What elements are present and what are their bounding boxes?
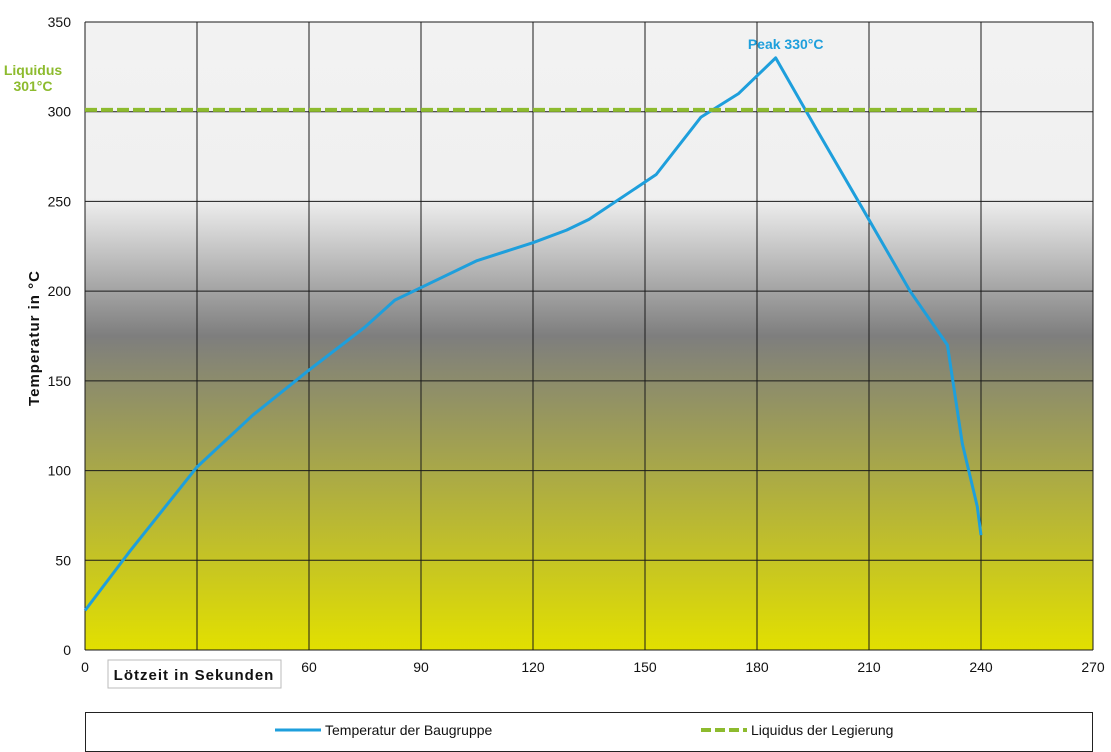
x-tick-label: 150 [633, 659, 657, 675]
y-tick-label: 200 [48, 283, 72, 299]
y-tick-label: 100 [48, 463, 72, 479]
legend-item-temperature: Temperatur der Baugruppe [275, 722, 492, 738]
liquidus-annotation: Liquidus [4, 62, 63, 78]
legend-label-liquidus: Liquidus der Legierung [751, 722, 894, 738]
plot-background [85, 22, 1093, 650]
y-tick-label: 350 [48, 14, 72, 30]
legend: Temperatur der Baugruppe Liquidus der Le… [85, 712, 1093, 752]
y-axis-ticks: 0 50 100 150 200 250 300 350 [48, 14, 72, 658]
y-tick-label: 150 [48, 373, 72, 389]
y-tick-label: 50 [55, 552, 71, 568]
liquidus-value-annotation: 301°C [13, 78, 52, 94]
y-tick-label: 300 [48, 104, 72, 120]
peak-annotation: Peak 330°C [748, 36, 824, 52]
legend-label-temperature: Temperatur der Baugruppe [325, 722, 493, 738]
x-tick-label: 120 [521, 659, 545, 675]
legend-swatch-temperature [275, 728, 321, 732]
x-tick-label: 60 [301, 659, 317, 675]
x-tick-label: 180 [745, 659, 769, 675]
x-axis-title-box [107, 659, 282, 689]
x-tick-label: 0 [81, 659, 89, 675]
x-tick-label: 270 [1081, 659, 1105, 675]
grid-lines [84, 21, 1094, 651]
x-tick-label: 240 [969, 659, 993, 675]
legend-swatch-liquidus [701, 728, 747, 732]
series-group [83, 56, 983, 612]
x-tick-label: 210 [857, 659, 881, 675]
x-tick-label: 90 [413, 659, 429, 675]
series-line-temperature [83, 56, 983, 612]
x-axis-title: Lötzeit in Sekunden [114, 667, 275, 684]
y-tick-label: 250 [48, 193, 72, 209]
legend-item-liquidus: Liquidus der Legierung [701, 722, 893, 738]
y-tick-label: 0 [63, 642, 71, 658]
y-axis-title: Temperatur in °C [26, 270, 43, 406]
